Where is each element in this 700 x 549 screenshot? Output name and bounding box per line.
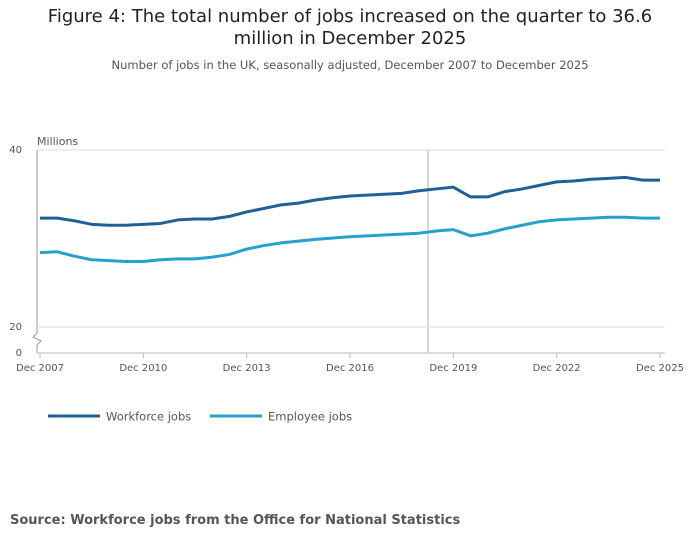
chart-title: Figure 4: The total number of jobs incre… (47, 6, 653, 49)
x-tick-label: Dec 2019 (429, 363, 477, 374)
y-axis-label: Millions (37, 135, 78, 148)
legend-label: Employee jobs (268, 410, 352, 424)
x-tick-label: Dec 2013 (223, 363, 271, 374)
y-tick-label: 40 (9, 145, 22, 156)
chart: Millions 20 40 0 Dec 2007 Dec 2010 Dec 2013 De… (9, 135, 684, 424)
axis-break (32, 150, 42, 353)
source: Source: Workforce jobs from the Office f… (10, 513, 461, 528)
x-tick-label: Dec 2025 (636, 363, 684, 374)
legend-label: Workforce jobs (106, 410, 191, 424)
x-tick-label: Dec 2007 (16, 363, 64, 374)
y-tick-label: 0 (16, 348, 22, 359)
x-tick-label: Dec 2016 (326, 363, 374, 374)
chart-subtitle: Number of jobs in the UK, seasonally adj… (111, 58, 589, 72)
series-line (39, 215, 660, 264)
series-line (40, 175, 660, 227)
y-tick-label: 20 (9, 322, 22, 333)
x-tick-label: Dec 2010 (119, 363, 167, 374)
x-tick-label: Dec 2022 (533, 363, 581, 374)
